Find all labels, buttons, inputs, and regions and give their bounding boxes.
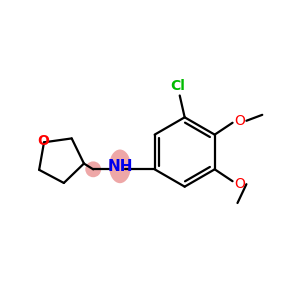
Text: O: O: [234, 114, 245, 128]
Text: NH: NH: [107, 159, 133, 174]
Text: Cl: Cl: [170, 79, 185, 93]
Text: O: O: [37, 134, 49, 148]
Ellipse shape: [109, 149, 131, 183]
Circle shape: [85, 161, 101, 177]
Text: O: O: [234, 177, 245, 191]
